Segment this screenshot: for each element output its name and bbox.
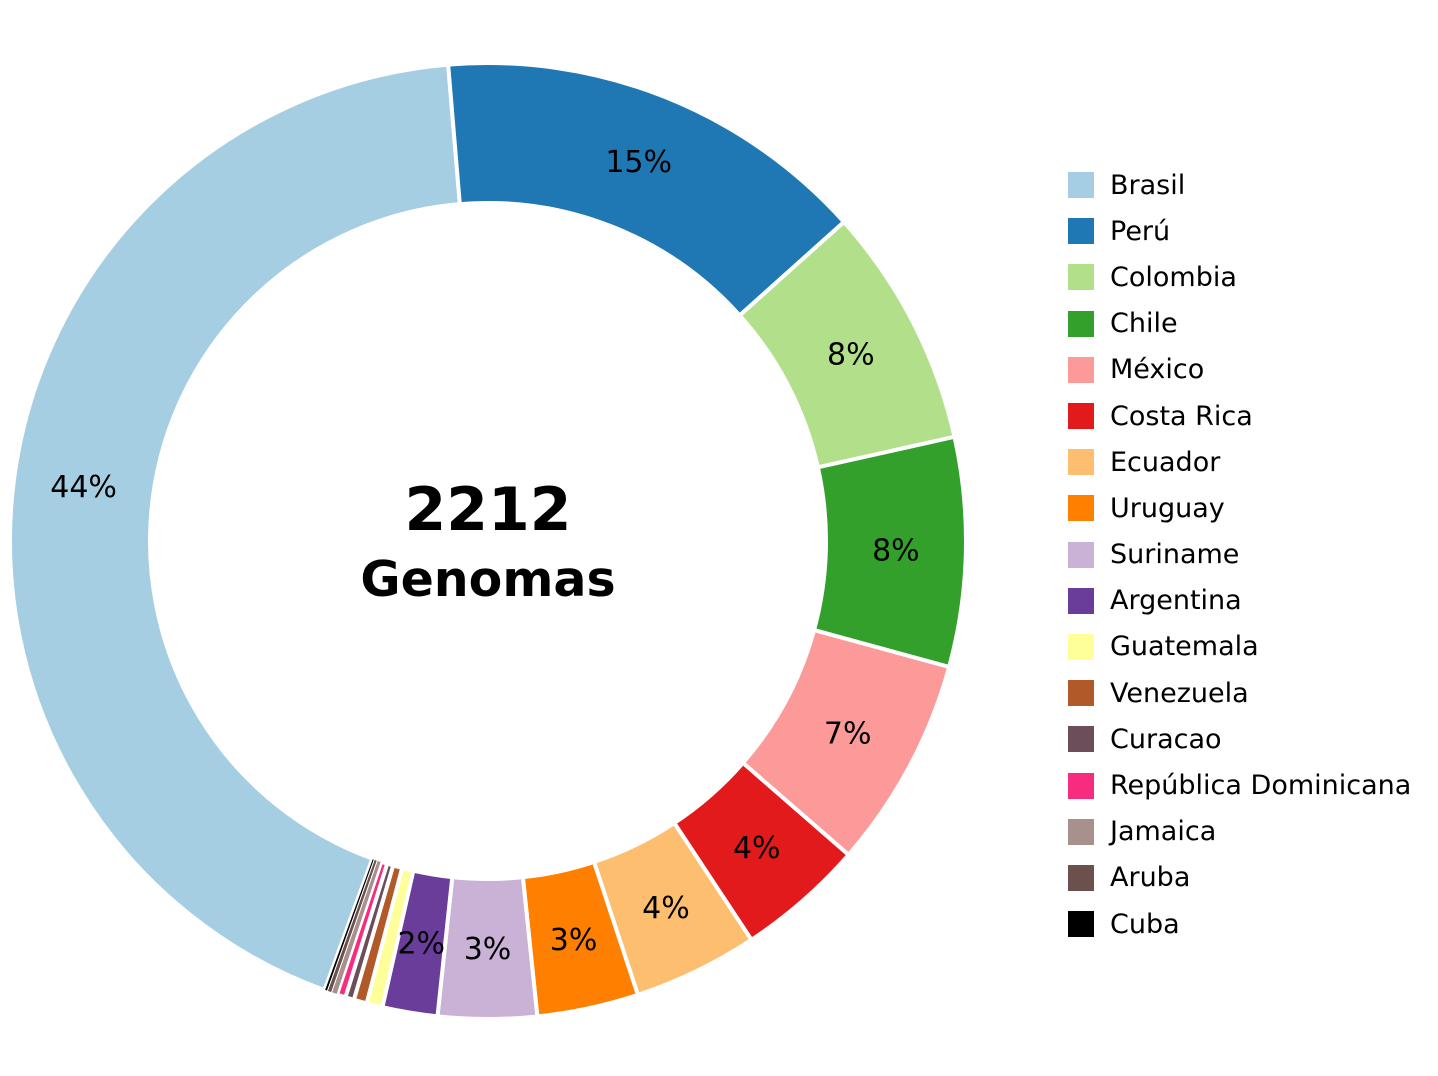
legend-label: Curacao	[1110, 723, 1222, 755]
slice-label-ecuador: 4%	[642, 891, 690, 926]
slice-label-uruguay: 3%	[550, 923, 598, 958]
legend-item-ecuador: Ecuador	[1068, 439, 1411, 485]
legend-swatch	[1068, 587, 1094, 614]
legend-swatch	[1068, 495, 1094, 522]
legend-swatch	[1068, 403, 1094, 430]
legend-swatch	[1068, 218, 1094, 245]
legend-swatch	[1068, 356, 1094, 383]
legend-item-mexico: México	[1068, 347, 1411, 393]
legend-item-venezuela: Venezuela	[1068, 670, 1411, 716]
slice-label-brasil: 44%	[50, 470, 117, 505]
legend-label: Brasil	[1110, 169, 1186, 201]
legend-swatch	[1068, 726, 1094, 753]
legend-item-suriname: Suriname	[1068, 532, 1411, 578]
legend-swatch	[1068, 633, 1094, 660]
legend-item-peru: Perú	[1068, 208, 1411, 254]
slice-labels: 44% 15% 8% 8% 7% 4% 4% 3% 3% 2%	[50, 145, 919, 967]
legend-label: Argentina	[1110, 585, 1242, 617]
legend-item-aruba: Aruba	[1068, 855, 1411, 901]
legend-label: Jamaica	[1110, 816, 1217, 848]
legend-item-chile: Chile	[1068, 301, 1411, 347]
legend-swatch	[1068, 911, 1094, 938]
legend-item-argentina: Argentina	[1068, 578, 1411, 624]
legend-swatch	[1068, 864, 1094, 891]
legend-label: Aruba	[1110, 862, 1191, 894]
slice-label-argentina: 2%	[397, 927, 445, 962]
legend-swatch	[1068, 264, 1094, 291]
legend-swatch	[1068, 680, 1094, 707]
center-label: Genomas	[360, 551, 615, 608]
slice-cuba	[323, 857, 375, 992]
legend-item-costa-rica: Costa Rica	[1068, 393, 1411, 439]
slice-label-peru: 15%	[605, 145, 672, 180]
legend-item-curacao: Curacao	[1068, 716, 1411, 762]
legend-swatch	[1068, 772, 1094, 799]
legend-label: Chile	[1110, 308, 1178, 340]
slice-label-suriname: 3%	[464, 932, 512, 967]
legend-item-colombia: Colombia	[1068, 254, 1411, 300]
legend-label: Ecuador	[1110, 446, 1221, 478]
legend-label: México	[1110, 354, 1205, 386]
slice-label-colombia: 8%	[827, 337, 875, 372]
legend-swatch	[1068, 310, 1094, 337]
donut-slices	[8, 61, 968, 1021]
legend-label: Colombia	[1110, 261, 1237, 293]
legend-label: Costa Rica	[1110, 400, 1253, 432]
slice-label-costa-rica: 4%	[733, 831, 781, 866]
legend-item-republica-dominicana: República Dominicana	[1068, 762, 1411, 808]
legend-swatch	[1068, 449, 1094, 476]
legend-item-brasil: Brasil	[1068, 162, 1411, 208]
legend-swatch	[1068, 818, 1094, 845]
legend-swatch	[1068, 541, 1094, 568]
legend-label: Suriname	[1110, 539, 1240, 571]
legend-label: Venezuela	[1110, 677, 1249, 709]
center-total: 2212	[405, 475, 572, 545]
legend-item-guatemala: Guatemala	[1068, 624, 1411, 670]
legend-item-cuba: Cuba	[1068, 901, 1411, 947]
slice-label-chile: 8%	[872, 534, 920, 569]
slice-brasil	[8, 62, 462, 993]
slice-label-mexico: 7%	[824, 717, 872, 752]
legend-label: Cuba	[1110, 908, 1180, 940]
legend: Brasil Perú Colombia Chile México Costa Rica E…	[1068, 162, 1411, 947]
legend-item-uruguay: Uruguay	[1068, 485, 1411, 531]
legend-label: Uruguay	[1110, 492, 1225, 524]
legend-label: Perú	[1110, 215, 1171, 247]
legend-label: República Dominicana	[1110, 770, 1412, 802]
legend-label: Guatemala	[1110, 631, 1259, 663]
legend-swatch	[1068, 172, 1094, 199]
legend-item-jamaica: Jamaica	[1068, 809, 1411, 855]
